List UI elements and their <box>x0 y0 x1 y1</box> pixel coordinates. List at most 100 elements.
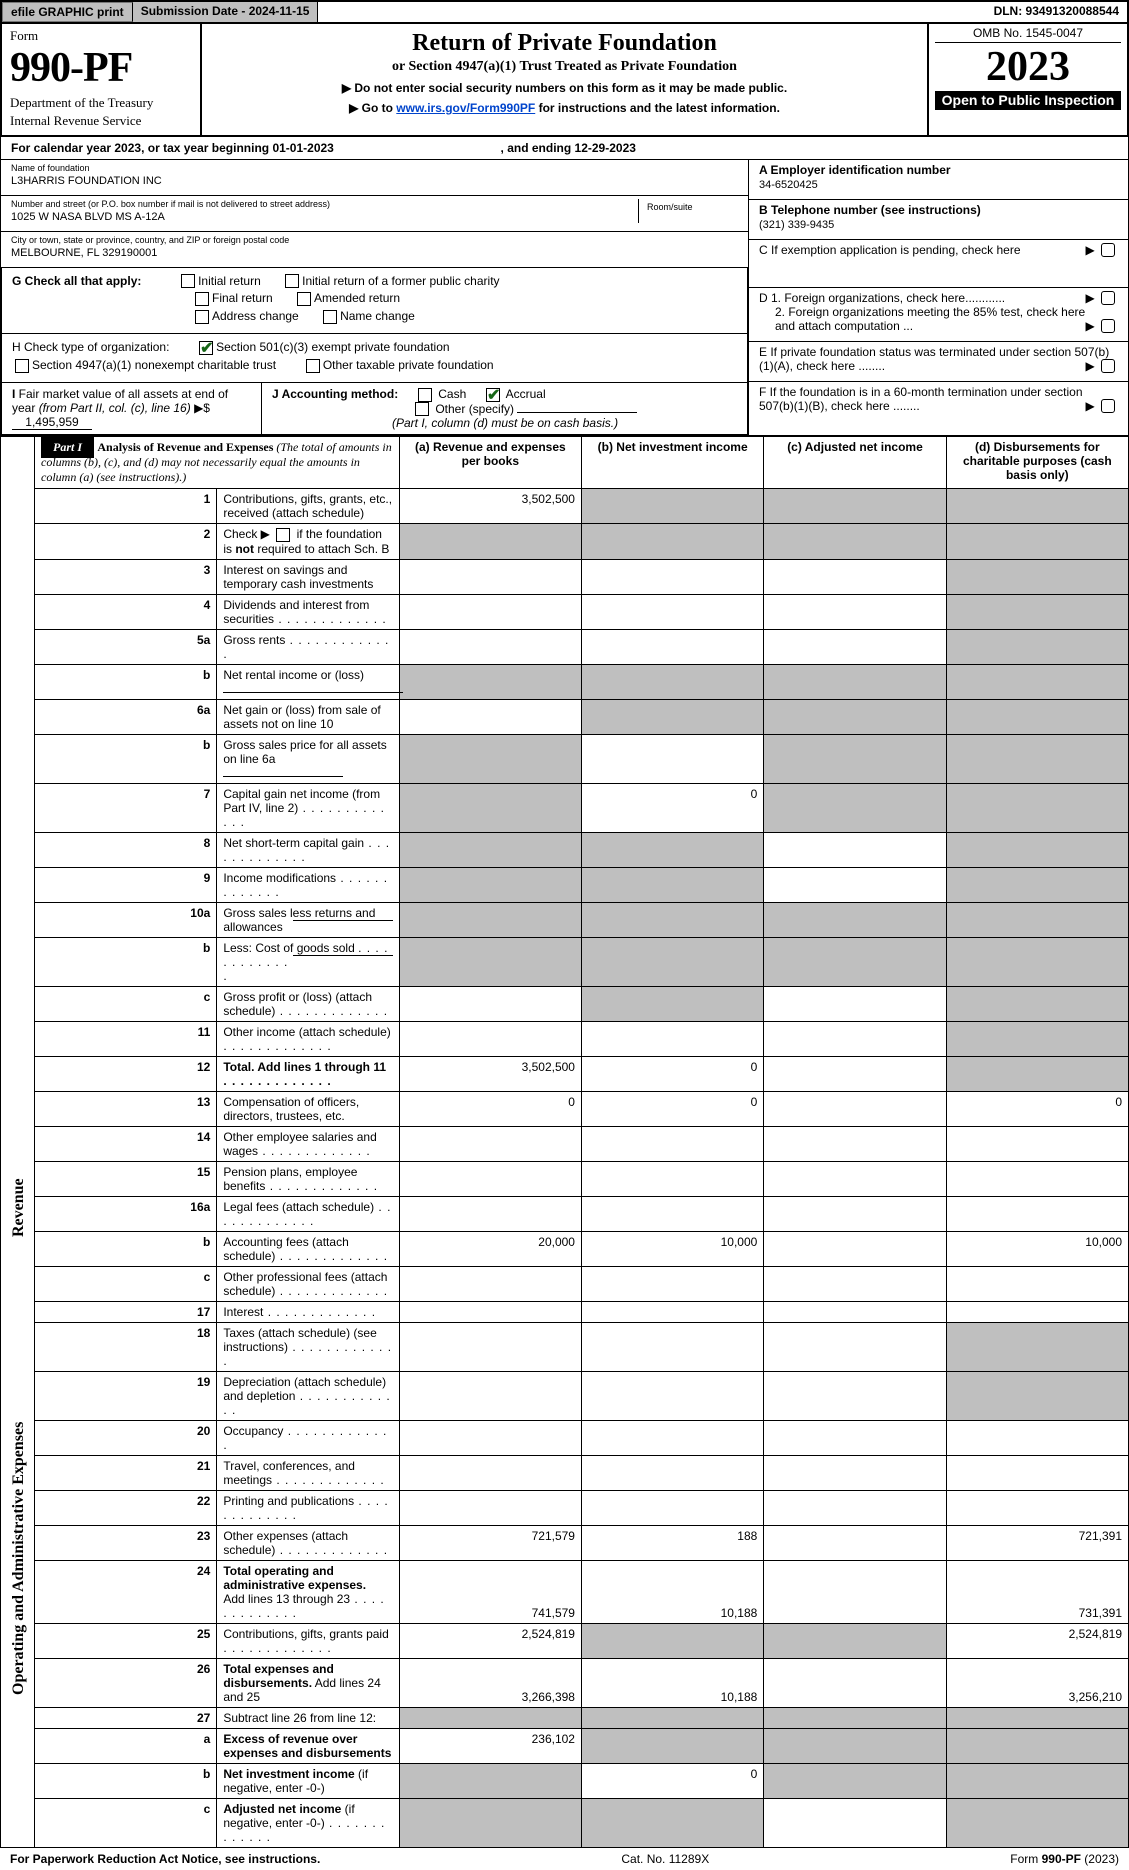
row-26-desc: Total expenses and disbursements. Add li… <box>217 1659 399 1708</box>
amended-return-checkbox[interactable] <box>297 292 311 306</box>
addr-label: Number and street (or P.O. box number if… <box>11 199 638 209</box>
row-4-desc: Dividends and interest from securities <box>217 595 399 630</box>
row-10c-desc: Gross profit or (loss) (attach schedule) <box>217 987 399 1022</box>
row-6b-desc: Gross sales price for all assets on line… <box>217 735 399 784</box>
j-label: J Accounting method: <box>272 387 398 401</box>
row-23-desc: Other expenses (attach schedule) <box>217 1526 399 1561</box>
room-label: Room/suite <box>647 202 730 212</box>
c-label: C If exemption application is pending, c… <box>759 243 1021 257</box>
fmv-value: 1,495,959 <box>12 415 92 430</box>
col-b-header: (b) Net investment income <box>581 437 763 489</box>
row-12-a: 3,502,500 <box>399 1057 581 1092</box>
page-footer: For Paperwork Reduction Act Notice, see … <box>0 1848 1129 1870</box>
row-16b-desc: Accounting fees (attach schedule) <box>217 1232 399 1267</box>
row-2-desc: Check ▶ if the foundation is not require… <box>217 524 399 560</box>
f-checkbox[interactable] <box>1101 399 1115 413</box>
dln-label: DLN: 93491320088544 <box>986 2 1127 22</box>
d1-label: D 1. Foreign organizations, check here..… <box>759 291 1005 305</box>
row-22-desc: Printing and publications <box>217 1491 399 1526</box>
col-d-header: (d) Disbursements for charitable purpose… <box>946 437 1128 489</box>
street-address: 1025 W NASA BLVD MS A-12A <box>11 211 638 223</box>
accrual-checkbox[interactable] <box>486 388 500 402</box>
tax-year: 2023 <box>935 43 1121 91</box>
initial-return-checkbox[interactable] <box>181 274 195 288</box>
e-checkbox[interactable] <box>1101 359 1115 373</box>
tel-value: (321) 339-9435 <box>759 219 1118 231</box>
other-method-checkbox[interactable] <box>415 402 429 416</box>
initial-former-checkbox[interactable] <box>285 274 299 288</box>
city-state-zip: MELBOURNE, FL 329190001 <box>11 247 738 259</box>
row-19-desc: Depreciation (attach schedule) and deple… <box>217 1372 399 1421</box>
open-public-badge: Open to Public Inspection <box>935 91 1121 110</box>
dept-treasury: Department of the Treasury <box>10 96 192 110</box>
efile-print-button[interactable]: efile GRAPHIC print <box>2 2 133 22</box>
top-bar: efile GRAPHIC print Submission Date - 20… <box>0 0 1129 24</box>
row-18-desc: Taxes (attach schedule) (see instruction… <box>217 1323 399 1372</box>
address-change-checkbox[interactable] <box>195 310 209 324</box>
i-label: I Fair market value of all assets at end… <box>12 387 228 415</box>
row-24-desc: Total operating and administrative expen… <box>217 1561 399 1624</box>
instr-line-1: ▶ Do not enter social security numbers o… <box>222 81 907 95</box>
expenses-side-label: Operating and Administrative Expenses <box>6 1378 32 1738</box>
tel-label: B Telephone number (see instructions) <box>759 203 1118 217</box>
row-8-desc: Net short-term capital gain <box>217 833 399 868</box>
final-return-checkbox[interactable] <box>195 292 209 306</box>
part1-title: Analysis of Revenue and Expenses (The to… <box>41 440 392 484</box>
row-1-desc: Contributions, gifts, grants, etc., rece… <box>217 489 399 524</box>
revenue-side-label: Revenue <box>6 1068 32 1348</box>
row-10b-desc: Less: Cost of goods sold <box>217 938 399 987</box>
row-7-desc: Capital gain net income (from Part IV, l… <box>217 784 399 833</box>
form-word: Form <box>10 28 192 44</box>
form-number: 990-PF <box>10 44 192 92</box>
j-note: (Part I, column (d) must be on cash basi… <box>392 416 618 430</box>
d2-checkbox[interactable] <box>1101 319 1115 333</box>
schb-checkbox[interactable] <box>276 528 290 542</box>
c-checkbox[interactable] <box>1101 243 1115 257</box>
row-17-desc: Interest <box>217 1302 399 1323</box>
row-20-desc: Occupancy <box>217 1421 399 1456</box>
part1-table: Part I Analysis of Revenue and Expenses … <box>0 436 1129 1848</box>
sub-title: or Section 4947(a)(1) Trust Treated as P… <box>222 59 907 75</box>
row-11-desc: Other income (attach schedule) <box>217 1022 399 1057</box>
section-g: G Check all that apply: Initial return I… <box>1 268 748 334</box>
other-taxable-checkbox[interactable] <box>306 359 320 373</box>
submission-date: Submission Date - 2024-11-15 <box>133 2 319 22</box>
row-25-desc: Contributions, gifts, grants paid <box>217 1624 399 1659</box>
footer-left: For Paperwork Reduction Act Notice, see … <box>10 1852 320 1866</box>
ein-value: 34-6520425 <box>759 179 1118 191</box>
row-21-desc: Travel, conferences, and meetings <box>217 1456 399 1491</box>
4947a1-checkbox[interactable] <box>15 359 29 373</box>
row-15-desc: Pension plans, employee benefits <box>217 1162 399 1197</box>
row-9-desc: Income modifications <box>217 868 399 903</box>
dept-irs: Internal Revenue Service <box>10 114 192 128</box>
info-grid: Name of foundation L3HARRIS FOUNDATION I… <box>0 160 1129 437</box>
main-title: Return of Private Foundation <box>222 30 907 57</box>
calendar-year-line: For calendar year 2023, or tax year begi… <box>0 137 1129 160</box>
row-14-desc: Other employee salaries and wages <box>217 1127 399 1162</box>
d2-label: 2. Foreign organizations meeting the 85%… <box>775 305 1085 333</box>
d1-checkbox[interactable] <box>1101 291 1115 305</box>
g-label: G Check all that apply: <box>12 274 141 288</box>
section-h: H Check type of organization: Section 50… <box>1 334 748 383</box>
row-12-b: 0 <box>581 1057 763 1092</box>
name-label: Name of foundation <box>11 163 738 173</box>
row-7-b: 0 <box>581 784 763 833</box>
501c3-checkbox[interactable] <box>199 341 213 355</box>
h-label: H Check type of organization: <box>12 340 169 354</box>
name-change-checkbox[interactable] <box>323 310 337 324</box>
row-16a-desc: Legal fees (attach schedule) <box>217 1197 399 1232</box>
f-label: F If the foundation is in a 60-month ter… <box>759 385 1083 413</box>
row-6a-desc: Net gain or (loss) from sale of assets n… <box>217 700 399 735</box>
col-c-header: (c) Adjusted net income <box>764 437 946 489</box>
row-5a-desc: Gross rents <box>217 630 399 665</box>
row-16c-desc: Other professional fees (attach schedule… <box>217 1267 399 1302</box>
row-27a-desc: Excess of revenue over expenses and disb… <box>217 1729 399 1764</box>
row-12-desc: Total. Add lines 1 through 11 <box>217 1057 399 1092</box>
row-10a-desc: Gross sales less returns and allowances <box>217 903 399 938</box>
city-label: City or town, state or province, country… <box>11 235 738 245</box>
omb-number: OMB No. 1545-0047 <box>935 26 1121 43</box>
row-13-desc: Compensation of officers, directors, tru… <box>217 1092 399 1127</box>
footer-mid: Cat. No. 11289X <box>621 1852 709 1866</box>
cash-checkbox[interactable] <box>418 388 432 402</box>
form-instructions-link[interactable]: www.irs.gov/Form990PF <box>396 101 535 115</box>
